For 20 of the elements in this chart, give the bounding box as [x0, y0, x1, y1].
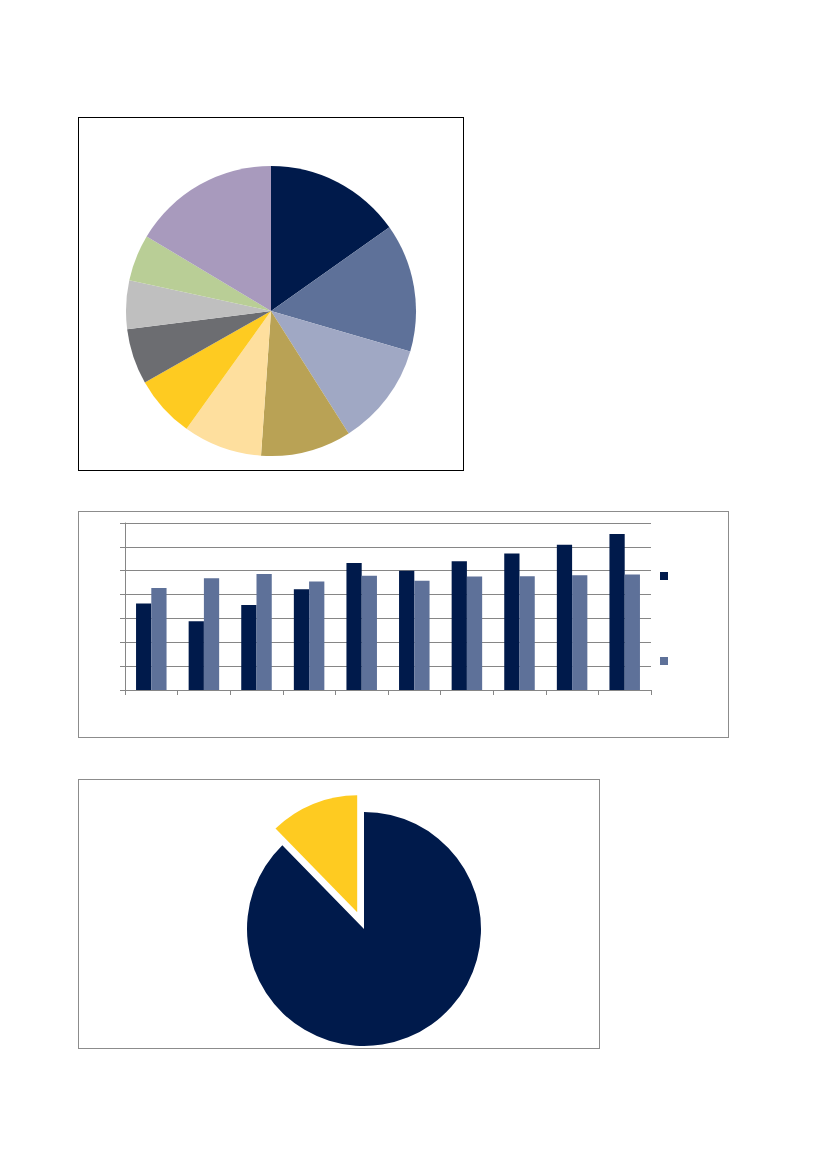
bar	[414, 580, 430, 690]
bar	[609, 533, 625, 690]
bar	[309, 581, 325, 690]
bar	[504, 553, 520, 690]
bar	[346, 562, 362, 690]
bar	[399, 570, 415, 690]
bar	[136, 603, 152, 690]
bar	[451, 561, 467, 690]
bar	[241, 605, 257, 690]
bar	[293, 589, 310, 690]
bar	[624, 574, 640, 690]
bar	[151, 588, 167, 690]
bar	[203, 578, 220, 690]
bar	[361, 575, 377, 690]
bar	[256, 574, 272, 690]
bar	[572, 575, 588, 690]
bar	[466, 576, 483, 690]
bar	[188, 621, 204, 690]
bar	[519, 576, 535, 690]
bar	[556, 544, 573, 690]
